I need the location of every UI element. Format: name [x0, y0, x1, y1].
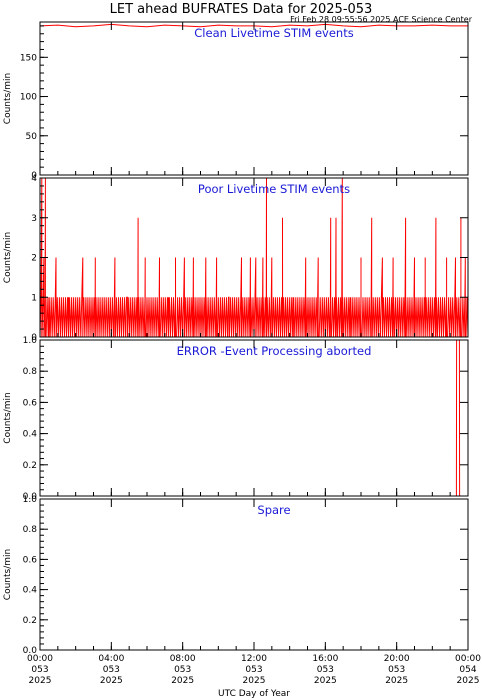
y-tick-label-4-0: 0.0 — [23, 646, 38, 656]
y-tick-label-1-3: 150 — [20, 53, 37, 63]
y-tick-label-2-1: 1 — [31, 293, 37, 303]
x-tick-label-time-2: 08:00 — [170, 654, 196, 664]
series-line-2 — [39, 177, 469, 338]
x-tick-label-year-3: 2025 — [243, 676, 266, 686]
y-tick-label-1-2: 100 — [20, 93, 37, 103]
x-tick-label-doy-5: 053 — [388, 665, 405, 675]
y-tick-label-4-1: 0.2 — [23, 616, 37, 626]
x-tick-label-time-0: 00:00 — [27, 654, 53, 664]
x-tick-label-year-2: 2025 — [171, 676, 194, 686]
series-line-3 — [40, 339, 468, 497]
x-axis: 00:00053202504:00053202508:00053202512:0… — [27, 654, 481, 686]
plot-frame-4 — [39, 498, 469, 651]
y-tick-label-1-1: 50 — [26, 132, 38, 142]
x-tick-label-doy-4: 053 — [317, 665, 334, 675]
y-axis-label-2: Counts/min — [3, 232, 13, 283]
y-tick-label-4-2: 0.4 — [23, 586, 38, 596]
x-tick-label-doy-0: 053 — [31, 665, 48, 675]
y-tick-label-3-3: 0.6 — [23, 398, 38, 408]
x-tick-label-doy-6: 054 — [459, 665, 476, 675]
panel-3: ERROR -Event Processing aborted 0.0 0.2 0.4… — [3, 336, 469, 502]
y-axis-label-4: Counts/min — [3, 549, 13, 600]
x-tick-label-doy-2: 053 — [174, 665, 191, 675]
panel-1: Clean Livetime STIM events 0 50 100 150 Count… — [3, 21, 469, 181]
y-tick-label-3-2: 0.4 — [23, 430, 38, 440]
panel-title-1: Clean Livetime STIM events — [194, 26, 353, 40]
panel-title-4: Spare — [257, 503, 290, 517]
y-tick-label-4-4: 0.8 — [23, 525, 38, 535]
x-tick-label-doy-1: 053 — [103, 665, 120, 675]
y-tick-label-2-2: 2 — [31, 254, 37, 264]
timestamp: Fri Feb 28 09:55:56 2025 ACE Science Cen… — [290, 15, 473, 24]
y-tick-label-2-3: 3 — [31, 214, 37, 224]
y-axis-label-1: Counts/min — [3, 73, 13, 124]
y-tick-label-3-1: 0.2 — [23, 461, 37, 471]
x-tick-label-time-3: 12:00 — [241, 654, 267, 664]
x-tick-label-time-6: 00:00 — [455, 654, 481, 664]
y-tick-label-3-0: 0.0 — [23, 492, 38, 502]
y-tick-label-4-3: 0.6 — [23, 555, 38, 565]
panel-2: Poor Livetime STIM events 0 1 2 3 4 Counts/min — [3, 174, 469, 343]
panels: Clean Livetime STIM events 0 50 100 150 Count… — [3, 21, 469, 656]
y-tick-label-4-5: 1.0 — [23, 495, 38, 505]
plot-frame-3 — [39, 339, 469, 497]
panel-4: Spare 0.0 0.2 0.4 0.6 0.8 1.0 Counts/min — [3, 495, 469, 656]
x-tick-label-time-4: 16:00 — [312, 654, 338, 664]
x-tick-label-time-5: 20:00 — [384, 654, 410, 664]
x-tick-label-doy-3: 053 — [245, 665, 262, 675]
y-tick-label-3-5: 1.0 — [23, 336, 38, 346]
x-tick-label-year-0: 2025 — [29, 676, 52, 686]
x-tick-label-time-1: 04:00 — [98, 654, 124, 664]
plot-frame-1 — [39, 21, 469, 176]
x-tick-label-year-5: 2025 — [385, 676, 408, 686]
panel-title-3: ERROR -Event Processing aborted — [177, 344, 372, 358]
panel-title-2: Poor Livetime STIM events — [198, 182, 350, 196]
figure-title: LET ahead BUFRATES Data for 2025-053 — [110, 2, 373, 17]
y-tick-label-2-4: 4 — [31, 174, 37, 184]
x-tick-label-year-4: 2025 — [314, 676, 337, 686]
x-tick-label-year-1: 2025 — [100, 676, 123, 686]
y-tick-label-2-0: 0 — [31, 333, 37, 343]
x-axis-label: UTC Day of Year — [218, 689, 290, 699]
y-axis-label-3: Counts/min — [3, 392, 13, 443]
x-tick-label-year-6: 2025 — [457, 676, 480, 686]
y-tick-label-3-4: 0.8 — [23, 367, 38, 377]
y-tick-label-1-0: 0 — [31, 171, 37, 181]
